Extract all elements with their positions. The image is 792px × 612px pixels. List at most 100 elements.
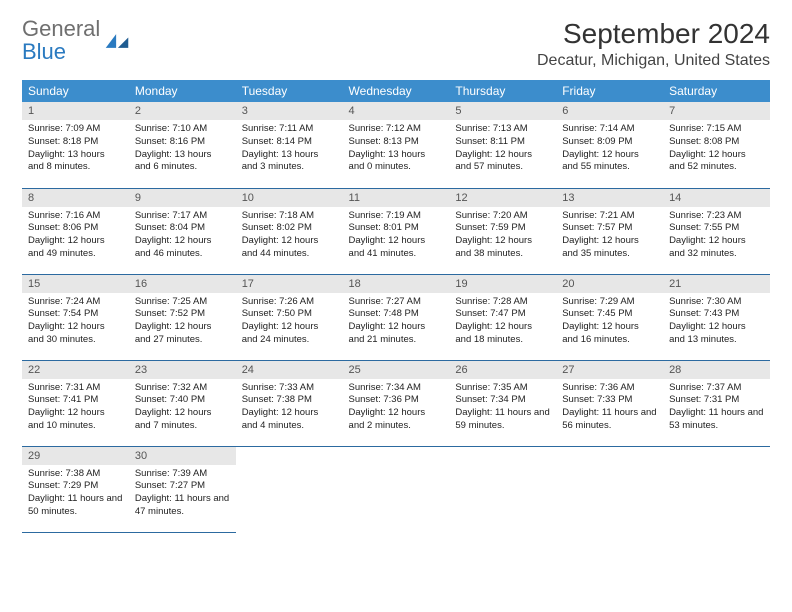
day-number: 18 bbox=[343, 275, 450, 293]
calendar-cell: 28Sunrise: 7:37 AMSunset: 7:31 PMDayligh… bbox=[663, 360, 770, 446]
calendar-cell: 6Sunrise: 7:14 AMSunset: 8:09 PMDaylight… bbox=[556, 102, 663, 188]
day-details: Sunrise: 7:12 AMSunset: 8:13 PMDaylight:… bbox=[343, 120, 450, 178]
day-number: 19 bbox=[449, 275, 556, 293]
day-details: Sunrise: 7:17 AMSunset: 8:04 PMDaylight:… bbox=[129, 207, 236, 265]
day-number: 14 bbox=[663, 189, 770, 207]
day-number: 26 bbox=[449, 361, 556, 379]
day-details: Sunrise: 7:34 AMSunset: 7:36 PMDaylight:… bbox=[343, 379, 450, 437]
day-number: 13 bbox=[556, 189, 663, 207]
day-number: 20 bbox=[556, 275, 663, 293]
day-number: 28 bbox=[663, 361, 770, 379]
calendar-cell: 26Sunrise: 7:35 AMSunset: 7:34 PMDayligh… bbox=[449, 360, 556, 446]
calendar-cell: 27Sunrise: 7:36 AMSunset: 7:33 PMDayligh… bbox=[556, 360, 663, 446]
calendar-cell: 14Sunrise: 7:23 AMSunset: 7:55 PMDayligh… bbox=[663, 188, 770, 274]
day-details: Sunrise: 7:37 AMSunset: 7:31 PMDaylight:… bbox=[663, 379, 770, 437]
day-number: 25 bbox=[343, 361, 450, 379]
day-details: Sunrise: 7:29 AMSunset: 7:45 PMDaylight:… bbox=[556, 293, 663, 351]
calendar-cell: 18Sunrise: 7:27 AMSunset: 7:48 PMDayligh… bbox=[343, 274, 450, 360]
day-details: Sunrise: 7:15 AMSunset: 8:08 PMDaylight:… bbox=[663, 120, 770, 178]
day-number: 15 bbox=[22, 275, 129, 293]
day-details: Sunrise: 7:19 AMSunset: 8:01 PMDaylight:… bbox=[343, 207, 450, 265]
logo-sail-icon bbox=[104, 32, 130, 50]
day-details: Sunrise: 7:30 AMSunset: 7:43 PMDaylight:… bbox=[663, 293, 770, 351]
calendar-cell: 16Sunrise: 7:25 AMSunset: 7:52 PMDayligh… bbox=[129, 274, 236, 360]
calendar-row: 8Sunrise: 7:16 AMSunset: 8:06 PMDaylight… bbox=[22, 188, 770, 274]
day-number: 1 bbox=[22, 102, 129, 120]
day-number: 10 bbox=[236, 189, 343, 207]
calendar-cell: 12Sunrise: 7:20 AMSunset: 7:59 PMDayligh… bbox=[449, 188, 556, 274]
calendar-table: SundayMondayTuesdayWednesdayThursdayFrid… bbox=[22, 80, 770, 533]
day-details: Sunrise: 7:25 AMSunset: 7:52 PMDaylight:… bbox=[129, 293, 236, 351]
day-details: Sunrise: 7:09 AMSunset: 8:18 PMDaylight:… bbox=[22, 120, 129, 178]
day-number: 11 bbox=[343, 189, 450, 207]
day-details: Sunrise: 7:21 AMSunset: 7:57 PMDaylight:… bbox=[556, 207, 663, 265]
calendar-row: 29Sunrise: 7:38 AMSunset: 7:29 PMDayligh… bbox=[22, 446, 770, 532]
day-details: Sunrise: 7:23 AMSunset: 7:55 PMDaylight:… bbox=[663, 207, 770, 265]
weekday-header: Monday bbox=[129, 80, 236, 102]
calendar-cell: 13Sunrise: 7:21 AMSunset: 7:57 PMDayligh… bbox=[556, 188, 663, 274]
calendar-body: 1Sunrise: 7:09 AMSunset: 8:18 PMDaylight… bbox=[22, 102, 770, 532]
day-details: Sunrise: 7:35 AMSunset: 7:34 PMDaylight:… bbox=[449, 379, 556, 437]
calendar-cell: 21Sunrise: 7:30 AMSunset: 7:43 PMDayligh… bbox=[663, 274, 770, 360]
calendar-row: 15Sunrise: 7:24 AMSunset: 7:54 PMDayligh… bbox=[22, 274, 770, 360]
day-number: 16 bbox=[129, 275, 236, 293]
calendar-cell: 30Sunrise: 7:39 AMSunset: 7:27 PMDayligh… bbox=[129, 446, 236, 532]
day-details: Sunrise: 7:10 AMSunset: 8:16 PMDaylight:… bbox=[129, 120, 236, 178]
title-block: September 2024 Decatur, Michigan, United… bbox=[537, 18, 770, 70]
day-number: 5 bbox=[449, 102, 556, 120]
day-details: Sunrise: 7:27 AMSunset: 7:48 PMDaylight:… bbox=[343, 293, 450, 351]
day-details: Sunrise: 7:18 AMSunset: 8:02 PMDaylight:… bbox=[236, 207, 343, 265]
day-details: Sunrise: 7:39 AMSunset: 7:27 PMDaylight:… bbox=[129, 465, 236, 523]
weekday-header: Tuesday bbox=[236, 80, 343, 102]
calendar-cell: 3Sunrise: 7:11 AMSunset: 8:14 PMDaylight… bbox=[236, 102, 343, 188]
calendar-cell bbox=[449, 446, 556, 532]
day-details: Sunrise: 7:38 AMSunset: 7:29 PMDaylight:… bbox=[22, 465, 129, 523]
day-details: Sunrise: 7:31 AMSunset: 7:41 PMDaylight:… bbox=[22, 379, 129, 437]
day-details: Sunrise: 7:33 AMSunset: 7:38 PMDaylight:… bbox=[236, 379, 343, 437]
day-number: 12 bbox=[449, 189, 556, 207]
calendar-cell: 4Sunrise: 7:12 AMSunset: 8:13 PMDaylight… bbox=[343, 102, 450, 188]
calendar-cell bbox=[236, 446, 343, 532]
calendar-cell bbox=[663, 446, 770, 532]
calendar-cell: 11Sunrise: 7:19 AMSunset: 8:01 PMDayligh… bbox=[343, 188, 450, 274]
logo-text-part1: General bbox=[22, 16, 100, 41]
calendar-cell: 9Sunrise: 7:17 AMSunset: 8:04 PMDaylight… bbox=[129, 188, 236, 274]
day-number: 30 bbox=[129, 447, 236, 465]
calendar-cell: 19Sunrise: 7:28 AMSunset: 7:47 PMDayligh… bbox=[449, 274, 556, 360]
calendar-cell: 23Sunrise: 7:32 AMSunset: 7:40 PMDayligh… bbox=[129, 360, 236, 446]
calendar-row: 22Sunrise: 7:31 AMSunset: 7:41 PMDayligh… bbox=[22, 360, 770, 446]
day-details: Sunrise: 7:28 AMSunset: 7:47 PMDaylight:… bbox=[449, 293, 556, 351]
day-number: 23 bbox=[129, 361, 236, 379]
day-details: Sunrise: 7:32 AMSunset: 7:40 PMDaylight:… bbox=[129, 379, 236, 437]
calendar-cell: 29Sunrise: 7:38 AMSunset: 7:29 PMDayligh… bbox=[22, 446, 129, 532]
day-details: Sunrise: 7:16 AMSunset: 8:06 PMDaylight:… bbox=[22, 207, 129, 265]
day-number: 7 bbox=[663, 102, 770, 120]
weekday-header: Saturday bbox=[663, 80, 770, 102]
calendar-cell: 1Sunrise: 7:09 AMSunset: 8:18 PMDaylight… bbox=[22, 102, 129, 188]
day-number: 4 bbox=[343, 102, 450, 120]
weekday-header-row: SundayMondayTuesdayWednesdayThursdayFrid… bbox=[22, 80, 770, 102]
calendar-cell bbox=[343, 446, 450, 532]
weekday-header: Thursday bbox=[449, 80, 556, 102]
day-details: Sunrise: 7:24 AMSunset: 7:54 PMDaylight:… bbox=[22, 293, 129, 351]
day-details: Sunrise: 7:20 AMSunset: 7:59 PMDaylight:… bbox=[449, 207, 556, 265]
calendar-cell: 22Sunrise: 7:31 AMSunset: 7:41 PMDayligh… bbox=[22, 360, 129, 446]
calendar-cell: 8Sunrise: 7:16 AMSunset: 8:06 PMDaylight… bbox=[22, 188, 129, 274]
day-number: 22 bbox=[22, 361, 129, 379]
day-number: 17 bbox=[236, 275, 343, 293]
day-details: Sunrise: 7:14 AMSunset: 8:09 PMDaylight:… bbox=[556, 120, 663, 178]
day-number: 21 bbox=[663, 275, 770, 293]
calendar-cell bbox=[556, 446, 663, 532]
calendar-cell: 2Sunrise: 7:10 AMSunset: 8:16 PMDaylight… bbox=[129, 102, 236, 188]
day-details: Sunrise: 7:11 AMSunset: 8:14 PMDaylight:… bbox=[236, 120, 343, 178]
month-title: September 2024 bbox=[537, 18, 770, 50]
day-number: 9 bbox=[129, 189, 236, 207]
day-number: 3 bbox=[236, 102, 343, 120]
day-number: 24 bbox=[236, 361, 343, 379]
location: Decatur, Michigan, United States bbox=[537, 52, 770, 70]
header: General Blue September 2024 Decatur, Mic… bbox=[22, 18, 770, 70]
calendar-cell: 25Sunrise: 7:34 AMSunset: 7:36 PMDayligh… bbox=[343, 360, 450, 446]
calendar-cell: 7Sunrise: 7:15 AMSunset: 8:08 PMDaylight… bbox=[663, 102, 770, 188]
day-number: 27 bbox=[556, 361, 663, 379]
day-number: 6 bbox=[556, 102, 663, 120]
